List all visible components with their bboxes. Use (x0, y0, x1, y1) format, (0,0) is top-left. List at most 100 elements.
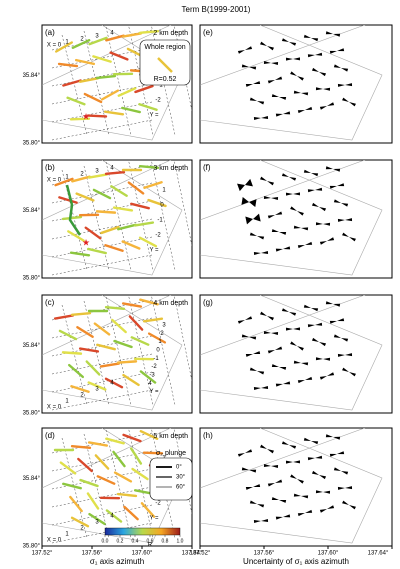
uncertainty-wedge (263, 331, 279, 335)
panel: (e) (199, 24, 393, 144)
uncertainty-wedge (271, 94, 287, 100)
depth-label: 2 km depth (153, 30, 188, 37)
axis-bar (138, 30, 160, 34)
uncertainty-wedge (325, 301, 341, 307)
grid-x-label: X = 0 (47, 538, 62, 544)
y-tick-label: 35.84° (23, 208, 41, 214)
grid-y-label: Y = (149, 389, 159, 395)
axis-bar (84, 226, 102, 240)
region-outline (200, 25, 366, 86)
uncertainty-wedge (319, 372, 335, 380)
axis-bar (127, 181, 145, 195)
uncertainty-wedge (333, 199, 349, 207)
axis-bar (112, 206, 134, 212)
region-outline (200, 25, 383, 141)
colorbar-tick-label: 0.6 (147, 538, 154, 544)
uncertainty-wedge (342, 367, 356, 377)
grid-line (105, 296, 132, 406)
axis-bar (54, 177, 74, 187)
uncertainty-wedge (325, 434, 341, 440)
uncertainty-wedge (315, 222, 331, 226)
panel-frame (199, 294, 393, 414)
grid-line (83, 300, 110, 406)
axis-bar (105, 34, 125, 42)
uncertainty-wedge (303, 304, 319, 312)
axis-bar (78, 77, 100, 83)
uncertainty-wedge (337, 486, 353, 490)
uncertainty-wedge (290, 71, 304, 81)
uncertainty-wedge (342, 500, 356, 510)
axis-bar (57, 62, 79, 68)
uncertainty-wedge (267, 211, 283, 219)
grid-x-label: 4 (110, 381, 114, 387)
axis-bar (110, 185, 128, 197)
axis-bar (88, 36, 108, 46)
x-axis-title: σ₁ axis azimuth (90, 557, 144, 566)
grid-y-label: -2 (155, 98, 161, 104)
colorbar: 0.0 0.2 0.4 0.6 0.8 1.0 R (102, 527, 184, 549)
axis-bar (67, 230, 85, 242)
grid-line (128, 428, 154, 539)
y-tick-label: 35.84° (23, 343, 41, 349)
legend-text: 30° (176, 475, 186, 481)
grid-line (83, 30, 110, 136)
uncertainty-wedge (333, 467, 349, 475)
colorbar-gradient (104, 527, 181, 536)
uncertainty-wedge (337, 218, 353, 222)
axis-bar (121, 106, 141, 114)
uncertainty-wedge (297, 241, 313, 249)
grid-line (51, 164, 153, 186)
uncertainty-wedge (303, 169, 319, 177)
axis-bar (70, 312, 92, 316)
axis-bar (85, 360, 101, 376)
axis-bar (74, 58, 96, 66)
uncertainty-wedge (285, 327, 301, 331)
grid-x-label: 2 (80, 172, 84, 178)
grid-y-label: -2 (155, 501, 161, 507)
x-axis-title: Uncertainty of σ₁ axis azimuth (243, 557, 349, 566)
axis-bar (123, 505, 139, 521)
grid-x-label: 1 (65, 399, 69, 405)
region-outline (42, 295, 183, 411)
grid-x-label: 3 (95, 169, 99, 175)
axis-bar (70, 516, 90, 528)
grid-x-label: 3 (95, 34, 99, 40)
grid-y-label: 2 (160, 331, 164, 337)
legend-text: 60° (176, 485, 186, 491)
uncertainty-wedge (297, 376, 313, 384)
axis-bar (142, 317, 164, 323)
panel-content (200, 428, 383, 544)
grid-line (61, 437, 88, 539)
axis-bar (121, 240, 141, 250)
axis-bar (55, 41, 73, 53)
uncertainty-wedge (263, 464, 279, 468)
y-tick-label: 35.84° (23, 476, 41, 482)
axis-bar (142, 451, 164, 455)
axis-bar (131, 467, 149, 481)
axis-bar (66, 96, 86, 106)
axis-bar (133, 221, 155, 227)
grid-y-label: Y = (149, 516, 159, 522)
uncertainty-wedge (253, 386, 269, 390)
uncertainty-wedge (311, 470, 327, 480)
axis-bar (134, 84, 154, 94)
grid-x-label: 1 (65, 40, 69, 46)
axis-bar (87, 381, 107, 391)
uncertainty-wedge (281, 308, 297, 316)
uncertainty-wedge (245, 81, 261, 87)
uncertainty-wedge (307, 52, 323, 58)
uncertainty-wedge (303, 34, 319, 42)
depth-label: 3 km depth (153, 165, 188, 172)
region-outline (42, 160, 183, 276)
uncertainty-wedge (307, 187, 323, 193)
uncertainty-wedge (325, 31, 341, 37)
grid-x-label: X = 0 (47, 178, 62, 184)
uncertainty-wedge (249, 367, 265, 375)
uncertainty-wedge (241, 64, 257, 70)
uncertainty-wedge (275, 514, 291, 520)
uncertainty-wedge (245, 351, 261, 357)
axis-bar (92, 55, 112, 63)
uncertainty-wedge (267, 76, 283, 84)
